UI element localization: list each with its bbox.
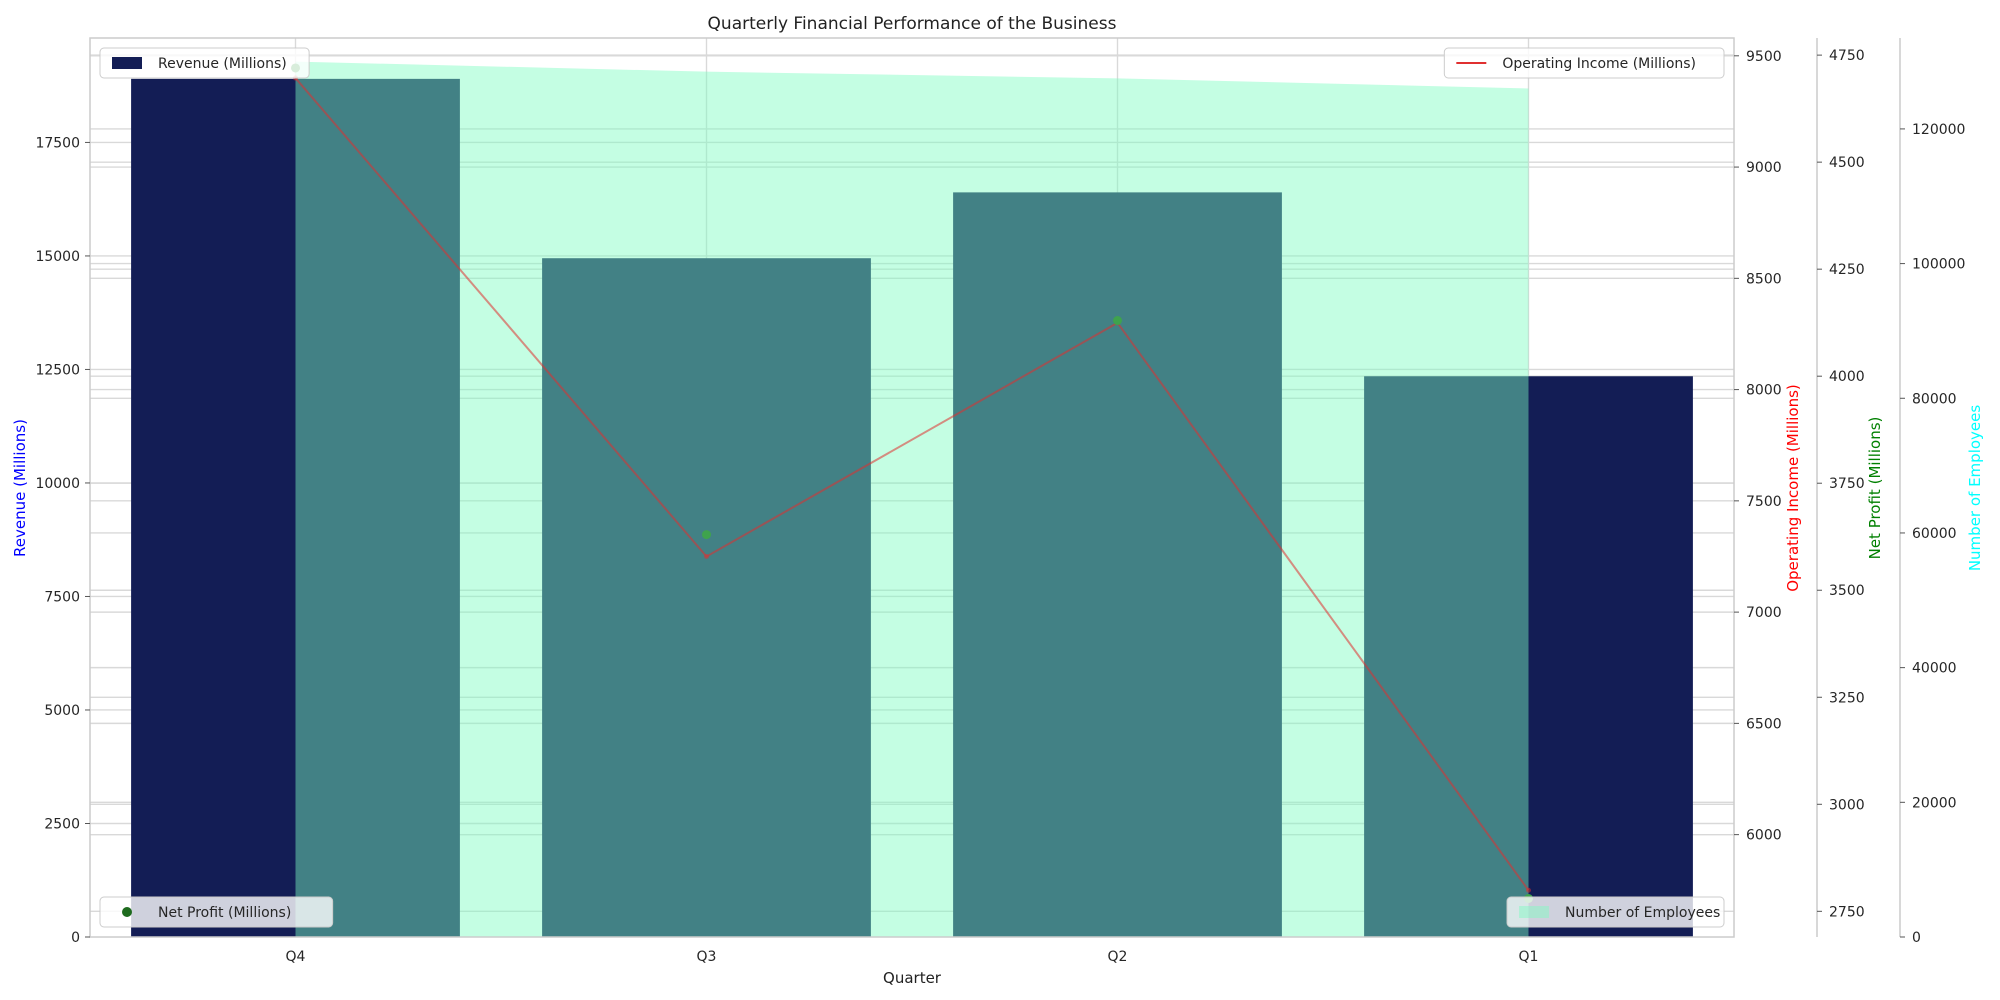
legend-swatch-marker: [122, 907, 132, 917]
operating-income-point-q1: [1526, 887, 1531, 893]
net-profit-point-q2: [1113, 316, 1122, 326]
y-tick-label-right2: 4250: [1829, 262, 1865, 278]
legend-operating-income-millions: Operating Income (Millions): [1443, 47, 1725, 79]
x-axis-label: Quarter: [883, 969, 942, 987]
legend-swatch-bar: [112, 57, 142, 69]
legend-layer: Revenue (Millions) Operating Income (Mill…: [99, 47, 1725, 928]
legend-box: [1443, 47, 1725, 79]
legend-revenue-millions: Revenue (Millions): [99, 47, 310, 79]
y-tick-label-right3: 80000: [1912, 391, 1957, 407]
y-tick-label-right3: 0: [1912, 930, 1921, 946]
x-tick-label-q2: Q2: [1108, 949, 1128, 965]
legend-net-profit-millions: Net Profit (Millions): [99, 896, 334, 928]
y-tick-label-right1: 6500: [1746, 716, 1782, 732]
y-tick-label-revenue: 2500: [44, 816, 80, 832]
y-tick-label-right3: 40000: [1912, 661, 1957, 677]
net-profit-point-q3: [702, 530, 711, 540]
revenue-bar-q4: [131, 78, 460, 937]
legend-box: [99, 896, 334, 928]
operating-income-point-q3: [704, 553, 709, 559]
y-tick-label-right1: 9500: [1746, 49, 1782, 65]
y-tick-label-right1: 7000: [1746, 605, 1782, 621]
x-tick-label-q4: Q4: [286, 949, 306, 965]
y-tick-label-right1: 7500: [1746, 494, 1782, 510]
chart-title: Quarterly Financial Performance of the B…: [708, 14, 1117, 34]
y-tick-label-revenue: 5000: [44, 703, 80, 719]
plot-frame: [89, 37, 1735, 938]
y-tick-label-right2: 3250: [1829, 690, 1865, 706]
y-tick-label-right2: 3500: [1829, 583, 1865, 599]
x-tick-label-q1: Q1: [1519, 949, 1539, 965]
y-tick-label-revenue: 15000: [35, 249, 80, 265]
y-tick-label-right2: 4750: [1829, 48, 1865, 64]
legend-box: [99, 47, 310, 79]
y-tick-label-right1: 8000: [1746, 383, 1782, 399]
y-tick-label-right2: 4500: [1829, 155, 1865, 171]
y-tick-label-right3: 120000: [1912, 122, 1965, 138]
legend-swatch-area: [1519, 906, 1550, 918]
y-axis-label-revenue: Revenue (Millions): [11, 419, 29, 557]
y-tick-label-revenue: 17500: [35, 135, 80, 151]
x-tick-label-q3: Q3: [697, 949, 717, 965]
revenue-bars: [131, 78, 1693, 938]
y-tick-label-right2: 3750: [1829, 476, 1865, 492]
employees-area-fill: [295, 61, 1529, 938]
legend-label: Revenue (Millions): [158, 56, 287, 72]
y-tick-label-right2: 4000: [1829, 369, 1865, 385]
y-tick-label-revenue: 7500: [44, 589, 80, 605]
axes-layer: Q4 Q3 Q2 Q1 0 2500 5000 7500 10000 12500 15000 1750…: [35, 38, 1965, 965]
y-tick-label-right2: 2750: [1829, 904, 1865, 920]
y-axis-label-employees: Number of Employees: [1966, 405, 1984, 572]
y-tick-label-right1: 9000: [1746, 160, 1782, 176]
employees-area: [295, 61, 1529, 938]
y-tick-label-right1: 8500: [1746, 271, 1782, 287]
y-tick-label-right3: 20000: [1912, 795, 1957, 811]
y-tick-label-right1: 6000: [1746, 828, 1782, 844]
legend-label: Operating Income (Millions): [1502, 56, 1696, 72]
y-tick-label-revenue: 0: [71, 930, 80, 946]
y-axis-label-net-profit: Net Profit (Millions): [1866, 417, 1884, 560]
legend-label: Net Profit (Millions): [158, 905, 291, 921]
legend-box: [1506, 896, 1725, 928]
legend-label: Number of Employees: [1565, 905, 1720, 921]
legend-number-of-employees: Number of Employees: [1506, 896, 1725, 928]
operating-income-polyline: [294, 77, 1530, 891]
y-tick-label-right3: 60000: [1912, 526, 1957, 542]
revenue-bar-q1: [1364, 376, 1693, 937]
y-tick-label-revenue: 10000: [35, 476, 80, 492]
y-axis-label-operating-income: Operating Income (Millions): [1784, 384, 1802, 592]
y-tick-label-right2: 3000: [1829, 797, 1865, 813]
y-tick-label-revenue: 12500: [35, 362, 80, 378]
revenue-bar-q3: [542, 258, 871, 937]
y-tick-label-right3: 100000: [1912, 257, 1965, 273]
